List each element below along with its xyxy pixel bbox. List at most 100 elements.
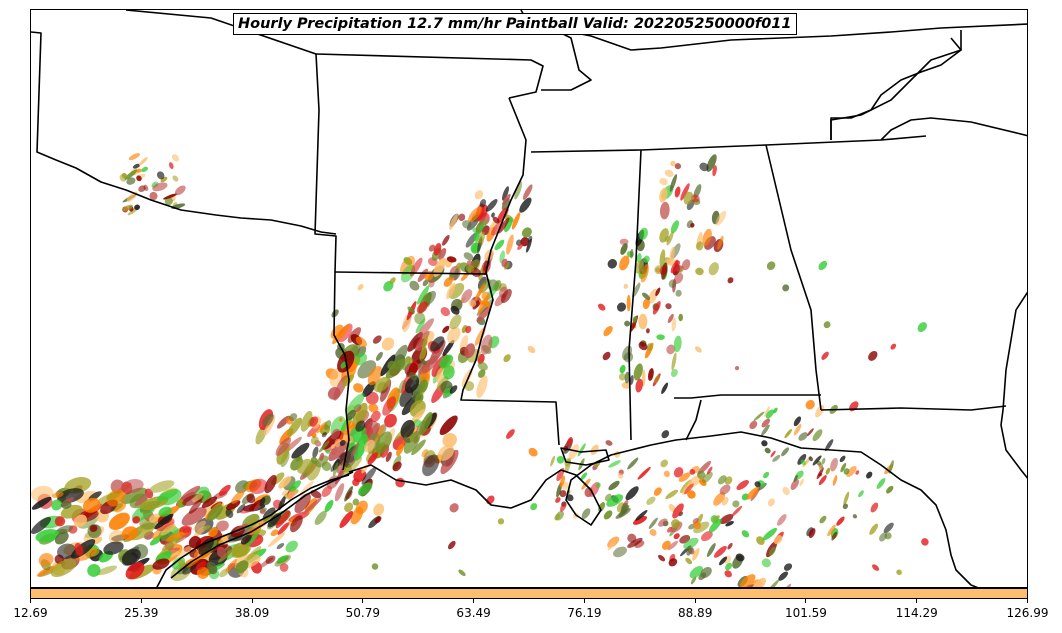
precip-blob <box>693 521 710 534</box>
precip-blob <box>196 561 207 571</box>
precip-blob <box>141 166 149 173</box>
precip-blob <box>687 490 696 499</box>
precip-blob <box>782 284 790 292</box>
precip-blob <box>497 518 505 525</box>
precip-blob <box>706 466 713 475</box>
precip-blob <box>344 502 354 513</box>
precip-blob <box>625 486 639 501</box>
precip-blob <box>658 554 666 562</box>
precip-blob <box>403 430 421 454</box>
precip-blob <box>478 231 486 244</box>
precip-blob <box>734 365 740 371</box>
precip-blob <box>595 482 601 489</box>
precip-blob <box>318 440 330 453</box>
precip-blob <box>773 535 783 545</box>
precip-blob <box>606 494 624 507</box>
precip-blob <box>608 480 620 491</box>
precip-blob <box>420 358 427 365</box>
precip-blob <box>179 485 201 502</box>
precip-blob <box>671 317 677 332</box>
precip-blob <box>61 500 72 509</box>
precip-blob <box>382 396 396 416</box>
colorbar-tick-label: 25.39 <box>124 606 159 620</box>
arkansas-louisiana-border <box>334 271 487 275</box>
precip-blob <box>577 443 586 457</box>
precip-blob <box>468 299 477 307</box>
precip-blob <box>312 446 319 459</box>
precip-blob <box>635 260 644 274</box>
precip-blob <box>608 460 621 468</box>
precip-blob <box>31 517 52 534</box>
precip-blob <box>362 381 376 397</box>
precip-blob <box>506 234 514 255</box>
precipitation-map <box>31 10 1027 587</box>
precip-blob <box>666 231 674 246</box>
precip-blob <box>438 247 447 261</box>
precip-blob <box>240 534 252 545</box>
precip-blob <box>627 537 643 548</box>
precip-blob <box>285 540 298 553</box>
precip-blob <box>476 375 488 399</box>
precip-blob <box>670 220 679 234</box>
precip-blob <box>485 199 498 212</box>
precip-blob <box>381 337 395 351</box>
precip-blob <box>371 563 379 570</box>
precip-blob <box>375 351 383 361</box>
precip-blob <box>869 523 879 535</box>
precip-blob <box>416 301 428 314</box>
precip-blob <box>421 355 439 374</box>
precip-blob <box>623 283 629 289</box>
precip-blob <box>724 476 733 485</box>
precip-blob <box>387 360 396 370</box>
precip-blob <box>422 294 431 304</box>
precip-blob <box>479 219 488 230</box>
precip-blob <box>422 454 440 477</box>
precip-blob <box>706 154 717 172</box>
precip-blob <box>236 504 246 514</box>
precip-blob <box>643 255 650 263</box>
lake-pontchartrain <box>560 447 610 466</box>
precip-blob <box>559 475 566 488</box>
precip-blob <box>373 503 385 516</box>
precip-blob <box>418 379 428 393</box>
precip-blob <box>354 352 367 366</box>
precip-blob <box>310 456 318 464</box>
precip-blob <box>656 334 665 341</box>
precip-blob <box>31 496 52 510</box>
precip-blob <box>581 508 591 519</box>
precip-blob <box>158 506 172 517</box>
precip-blob <box>172 175 179 182</box>
precip-blob <box>808 456 813 462</box>
precip-blob <box>163 193 178 200</box>
precip-blob <box>138 157 148 166</box>
precip-blob <box>818 475 827 486</box>
precip-blob <box>689 566 704 579</box>
precip-blob <box>74 542 84 556</box>
precip-blob <box>255 425 267 445</box>
precip-blob <box>605 440 613 446</box>
precip-blob <box>502 186 509 201</box>
precip-blob <box>319 452 325 461</box>
precip-blob <box>843 468 850 475</box>
precip-blob <box>530 503 538 511</box>
precip-blob <box>479 299 487 307</box>
tennessee-southern-border <box>530 135 927 153</box>
precip-blob <box>464 343 476 359</box>
precip-blob <box>502 193 511 206</box>
precip-blob <box>921 538 929 546</box>
precip-blob <box>332 462 339 477</box>
precip-blob <box>396 443 404 456</box>
precip-blob <box>75 547 98 561</box>
precip-blob <box>291 442 310 459</box>
precip-blob <box>324 420 332 430</box>
precip-blob <box>345 393 365 415</box>
precip-blob <box>671 519 681 529</box>
mississippi-river-border <box>460 97 560 446</box>
precip-blob <box>51 499 63 511</box>
precip-blob <box>754 481 761 488</box>
precip-blob <box>661 430 670 439</box>
precip-blob <box>667 540 678 551</box>
precip-blob <box>372 335 382 344</box>
precip-blob <box>678 313 684 322</box>
precip-blob <box>770 450 776 458</box>
